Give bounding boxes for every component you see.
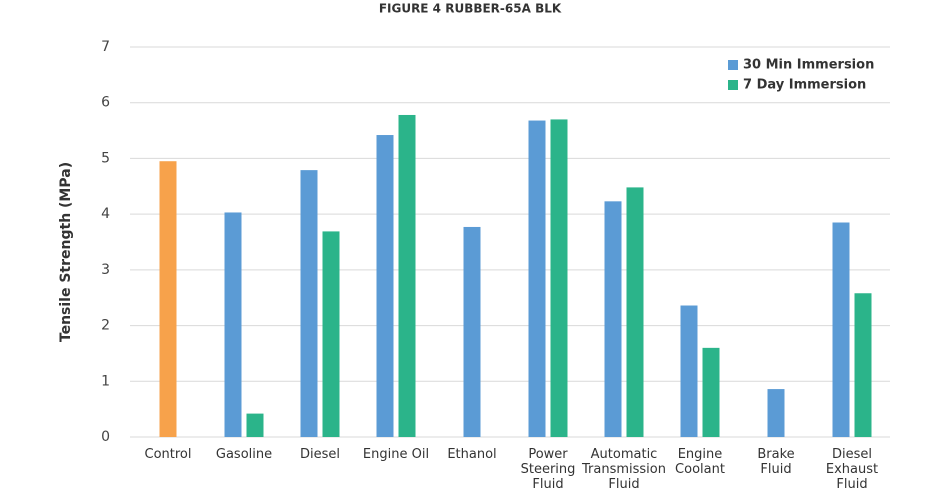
- y-tick-label: 5: [101, 150, 110, 166]
- x-tick-label: Power Steering Fluid: [521, 447, 576, 492]
- bar: [626, 187, 644, 437]
- bar: [463, 226, 481, 437]
- x-tick-label: Ethanol: [447, 447, 496, 462]
- x-tick-label: Brake Fluid: [757, 447, 794, 477]
- legend-label: 30 Min Immersion: [743, 58, 874, 73]
- x-tick-label: Automatic Transmission Fluid: [581, 447, 666, 492]
- x-tick-label: Diesel Exhaust Fluid: [826, 447, 878, 492]
- y-tick-label: 2: [101, 318, 110, 334]
- legend-swatch: [728, 60, 738, 70]
- y-tick-label: 7: [101, 39, 110, 55]
- bar: [528, 120, 546, 438]
- legend-label: 7 Day Immersion: [743, 78, 866, 93]
- y-tick-label: 1: [101, 373, 110, 389]
- y-tick-label: 6: [101, 95, 110, 111]
- chart-title: FIGURE 4 RUBBER-65A BLK: [379, 2, 562, 16]
- x-tick-label: Control: [145, 447, 192, 462]
- x-tick-label: Engine Oil: [363, 447, 429, 462]
- bar: [550, 119, 568, 437]
- bar: [702, 347, 720, 437]
- bar: [322, 231, 340, 437]
- bar: [300, 170, 318, 437]
- legend-swatch: [728, 80, 738, 90]
- bar: [398, 114, 416, 437]
- bar: [159, 161, 177, 437]
- bar: [224, 212, 242, 437]
- x-tick-label: Diesel: [300, 447, 340, 462]
- bar: [604, 201, 622, 437]
- y-tick-label: 0: [101, 429, 110, 445]
- y-tick-label: 3: [101, 262, 110, 278]
- bar: [376, 135, 394, 437]
- bar: [767, 389, 785, 437]
- bar: [680, 305, 698, 437]
- y-tick-label: 4: [101, 206, 110, 222]
- bar: [854, 293, 872, 437]
- x-tick-label: Gasoline: [216, 447, 272, 462]
- y-axis-title: Tensile Strength (MPa): [58, 162, 74, 342]
- bar: [832, 222, 850, 437]
- bar: [246, 413, 264, 437]
- x-tick-label: Engine Coolant: [675, 447, 725, 477]
